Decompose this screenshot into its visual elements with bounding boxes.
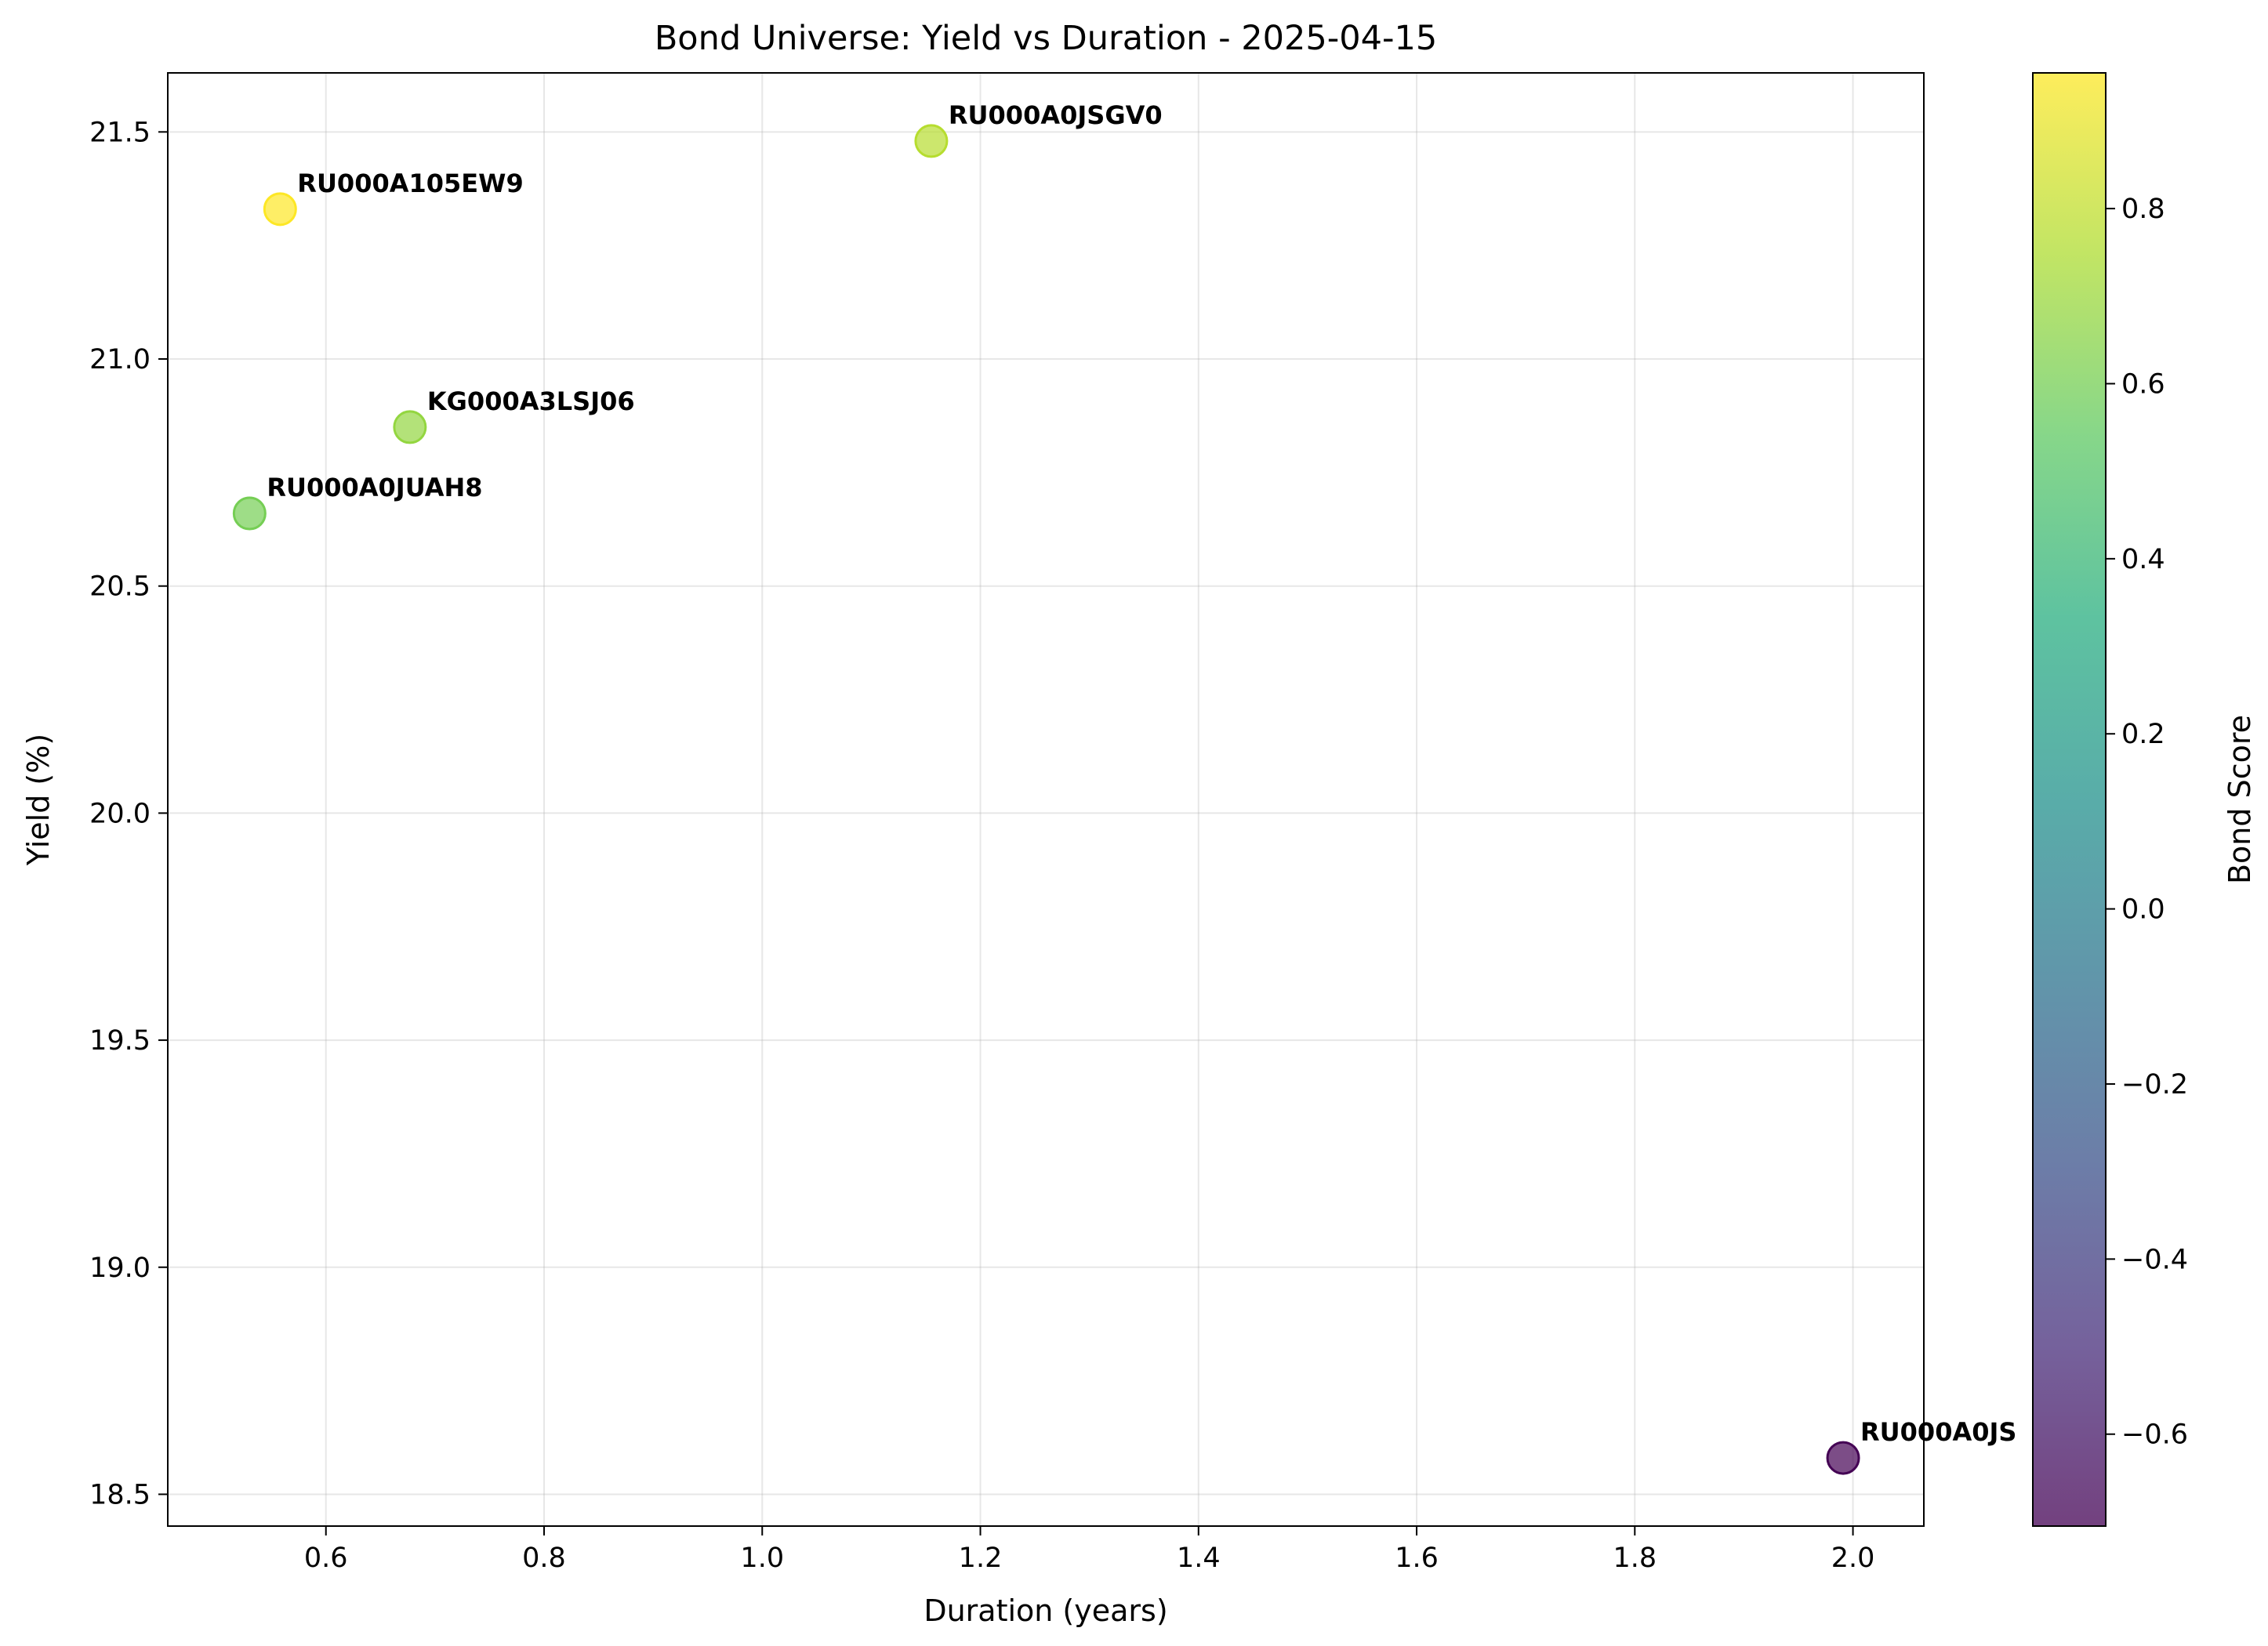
x-tick-label: 0.8 bbox=[522, 1543, 566, 1574]
x-axis-label: Duration (years) bbox=[924, 1593, 1167, 1628]
colorbar-tick-label: −0.2 bbox=[2121, 1069, 2188, 1100]
plot-area bbox=[168, 73, 1924, 1526]
chart-title: Bond Universe: Yield vs Duration - 2025-… bbox=[655, 19, 1437, 58]
y-tick-label: 21.0 bbox=[89, 344, 151, 375]
y-tick-label: 20.0 bbox=[89, 798, 151, 829]
colorbar-tick-label: 0.4 bbox=[2121, 544, 2165, 575]
colorbar-tick-label: 0.6 bbox=[2121, 368, 2165, 400]
scatter-point bbox=[232, 496, 267, 531]
grid-lines bbox=[168, 73, 1924, 1526]
point-labels: RU000A105EW9 RU000A0JSGV0 KG000A3LSJ06 RU00… bbox=[267, 100, 2016, 1447]
scatter-point bbox=[393, 410, 427, 444]
colorbar-tick-label: 0.8 bbox=[2121, 194, 2165, 225]
y-axis-label: Yield (%) bbox=[21, 734, 56, 866]
x-axis-ticks: 0.6 0.8 1.0 1.2 1.4 1.6 1.8 2.0 bbox=[304, 1526, 1874, 1574]
y-tick-label: 20.5 bbox=[89, 571, 151, 603]
point-label: RU000A0JS bbox=[1860, 1417, 2016, 1447]
scatter-point bbox=[1826, 1441, 1860, 1475]
x-tick-label: 0.6 bbox=[304, 1543, 348, 1574]
y-tick-label: 18.5 bbox=[89, 1479, 151, 1510]
point-label: RU000A0JSGV0 bbox=[949, 100, 1163, 130]
x-tick-label: 1.2 bbox=[959, 1543, 1003, 1574]
x-tick-label: 1.6 bbox=[1395, 1543, 1439, 1574]
colorbar-ticks: −0.6 −0.4 −0.2 0.0 0.2 0.4 0.6 0.8 bbox=[2106, 194, 2188, 1451]
point-label: RU000A0JUAH8 bbox=[267, 473, 482, 502]
colorbar bbox=[2033, 73, 2106, 1526]
x-tick-label: 1.0 bbox=[740, 1543, 784, 1574]
y-tick-label: 21.5 bbox=[89, 117, 151, 148]
scatter-point bbox=[914, 124, 949, 158]
x-tick-label: 1.4 bbox=[1177, 1543, 1221, 1574]
scatter-points bbox=[232, 124, 1860, 1475]
colorbar-tick-label: −0.4 bbox=[2121, 1244, 2188, 1275]
colorbar-tick-label: 0.0 bbox=[2121, 894, 2165, 926]
colorbar-tick-label: −0.6 bbox=[2121, 1419, 2188, 1451]
y-tick-label: 19.5 bbox=[89, 1025, 151, 1057]
y-tick-label: 19.0 bbox=[89, 1253, 151, 1284]
x-tick-label: 2.0 bbox=[1831, 1543, 1875, 1574]
point-label: KG000A3LSJ06 bbox=[427, 386, 635, 416]
y-axis-ticks: 18.5 19.0 19.5 20.0 20.5 21.0 21.5 bbox=[89, 117, 168, 1510]
plot-frame bbox=[167, 72, 1925, 1527]
point-label: RU000A105EW9 bbox=[297, 169, 523, 198]
colorbar-tick-label: 0.2 bbox=[2121, 719, 2165, 750]
scatter-point bbox=[263, 192, 297, 227]
colorbar-label: Bond Score bbox=[2223, 715, 2257, 884]
x-tick-label: 1.8 bbox=[1613, 1543, 1657, 1574]
colorbar-frame bbox=[2032, 72, 2107, 1527]
